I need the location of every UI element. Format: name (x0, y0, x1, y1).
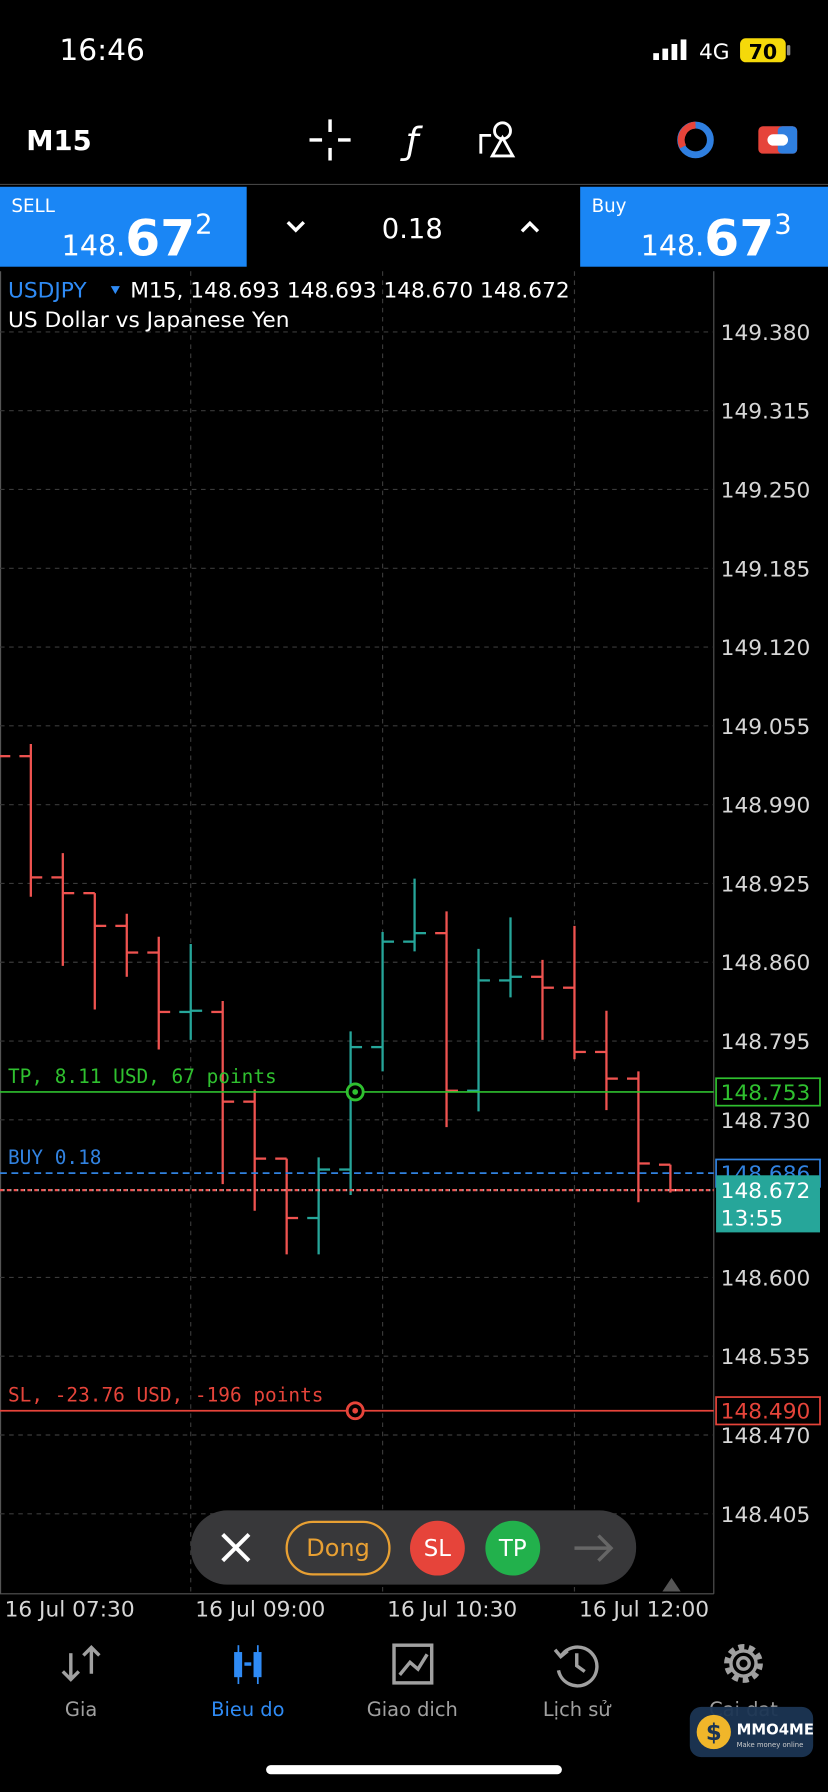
y-tick-label: 148.405 (721, 1503, 811, 1528)
tab-icon-trade[interactable] (392, 1643, 434, 1685)
level-handle-dot (352, 1089, 359, 1095)
price-small: 3 (774, 210, 791, 241)
crosshair-icon[interactable] (309, 119, 351, 161)
y-tick-label: 148.925 (721, 872, 811, 897)
tab-label[interactable]: Giao dich (367, 1698, 458, 1721)
tab-label[interactable]: Lịch sử (543, 1698, 612, 1721)
watermark-logo (696, 1714, 731, 1750)
sell-button[interactable] (0, 186, 247, 267)
home-indicator (266, 1765, 562, 1775)
current-price-box (716, 1175, 821, 1233)
x-tick-label: 16 Jul 07:30 (5, 1598, 135, 1623)
chart-overlay: USDJPY M15, 148.693 148.693 148.670 148.… (0, 279, 821, 1592)
symbol-info: M15, 148.693 148.693 148.670 148.672 (130, 279, 570, 304)
level-label: BUY 0.18 (8, 1146, 101, 1169)
symbol-menu-icon[interactable] (110, 286, 120, 295)
symbol-description: US Dollar vs Japanese Yen (8, 308, 290, 333)
close-action-bar[interactable] (221, 1533, 251, 1563)
buy-price: 148.673 (641, 208, 792, 267)
y-tick-label: 148.535 (721, 1345, 811, 1370)
y-tick-label: 148.795 (721, 1030, 811, 1055)
price-main: 148. (62, 228, 126, 262)
next-button[interactable] (574, 1534, 614, 1562)
y-tick-label: 149.380 (721, 321, 811, 346)
tab-icon-history[interactable] (553, 1645, 599, 1688)
watermark-logo-text: $ (706, 1720, 722, 1746)
scroll-marker (662, 1577, 681, 1592)
y-tick-label: 149.120 (721, 636, 811, 661)
objects-icon[interactable] (479, 121, 516, 158)
bar-countdown: 13:55 (721, 1207, 784, 1232)
y-tick-label: 149.185 (721, 557, 811, 582)
volume-up[interactable] (520, 220, 540, 233)
price-big: 67 (704, 208, 774, 267)
price-main: 148. (641, 228, 705, 262)
timeframe[interactable]: M15 (26, 126, 91, 157)
network: 4G (699, 40, 730, 65)
symbol[interactable]: USDJPY (8, 279, 87, 304)
buy-label: Buy (592, 196, 627, 217)
x-tick-label: 16 Jul 10:30 (387, 1598, 517, 1623)
sl-button[interactable] (410, 1520, 465, 1576)
close-position-button[interactable] (285, 1520, 391, 1576)
x-tick-label: 16 Jul 12:00 (579, 1598, 709, 1623)
tab-icon-quotes[interactable] (61, 1645, 101, 1682)
battery-tip (786, 45, 791, 56)
y-tick-label: 148.990 (721, 794, 811, 819)
indicator-icon[interactable]: ƒ (400, 120, 423, 163)
trade-icon[interactable] (758, 126, 798, 154)
symbol-header: USDJPY (8, 279, 87, 304)
volume[interactable]: 0.18 (382, 214, 443, 245)
tp-label: TP (498, 1536, 527, 1562)
battery-icon (740, 38, 786, 63)
y-tick-label: 149.250 (721, 478, 811, 503)
y-tick-label: 149.055 (721, 715, 811, 740)
watermark-name: MMO4ME (737, 1721, 814, 1738)
sell-label: SELL (11, 196, 55, 217)
current-price: 148.672 (721, 1179, 811, 1204)
price-small: 2 (195, 210, 212, 241)
one-click-icon[interactable] (677, 121, 714, 159)
y-tick-label: 149.315 (721, 400, 811, 425)
level-price-box (715, 1077, 821, 1107)
tab-icon-chart[interactable] (234, 1645, 262, 1685)
battery-level: 70 (749, 40, 778, 64)
chart[interactable]: 149.380 149.315 149.250 149.185 149.120 149.0… (0, 271, 811, 1623)
tab-label[interactable]: Gia (65, 1698, 97, 1721)
y-tick-label: 148.730 (721, 1109, 811, 1134)
signal-icon (653, 39, 687, 61)
x-tick-label: 16 Jul 09:00 (195, 1598, 325, 1623)
level-label: TP, 8.11 USD, 67 points (8, 1065, 277, 1088)
level-price: 148.490 (721, 1400, 811, 1425)
tp-button[interactable] (485, 1520, 541, 1576)
sell-price: 148.672 (62, 208, 213, 267)
y-tick-label: 148.600 (721, 1266, 811, 1291)
clock: 16:46 (59, 33, 145, 68)
sl-label: SL (424, 1536, 451, 1562)
volume-down[interactable] (286, 220, 306, 233)
level-label: SL, -23.76 USD, -196 points (8, 1384, 323, 1407)
tab-label[interactable]: Bieu do (211, 1698, 284, 1721)
level-price: 148.753 (721, 1081, 811, 1106)
buy-button[interactable] (580, 186, 828, 267)
level-price-box (715, 1396, 821, 1426)
watermark-tagline: Make money online (737, 1741, 804, 1749)
tab-icon-settings[interactable] (724, 1644, 763, 1683)
price-big: 67 (125, 208, 195, 267)
close-position-label: Dong (306, 1534, 370, 1562)
level-handle-dot (352, 1407, 359, 1414)
y-tick-label: 148.860 (721, 951, 811, 976)
y-tick-label: 148.470 (721, 1424, 811, 1449)
